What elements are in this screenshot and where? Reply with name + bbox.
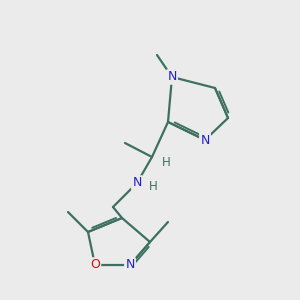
Text: N: N (125, 259, 135, 272)
Text: O: O (90, 259, 100, 272)
Text: N: N (132, 176, 142, 190)
Text: N: N (167, 70, 177, 83)
Text: H: H (162, 155, 170, 169)
Text: H: H (148, 179, 158, 193)
Text: N: N (200, 134, 210, 146)
